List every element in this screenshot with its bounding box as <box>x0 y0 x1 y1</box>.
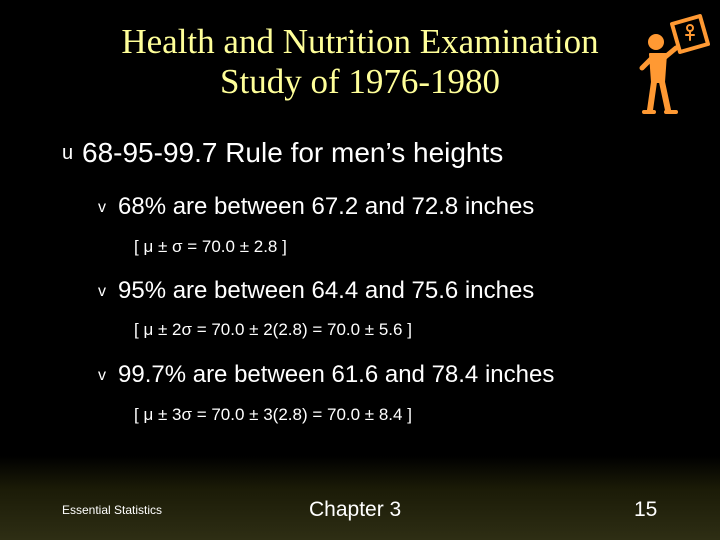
bullet-99-7-percent-text: 99.7% are between 61.6 and 78.4 inches <box>118 361 555 388</box>
footer-chapter: Chapter 3 <box>309 498 402 521</box>
rule-heading: u 68-95-99.7 Rule for men’s heights <box>62 137 503 169</box>
bullet-99-7-percent: v 99.7% are between 61.6 and 78.4 inches <box>98 361 554 389</box>
bullet-95-percent-text: 95% are between 64.4 and 75.6 inches <box>118 277 535 304</box>
bullet-v-icon: v <box>98 283 106 300</box>
slide-title-line-2: Study of 1976-1980 <box>220 62 500 101</box>
rule-heading-text: 68-95-99.7 Rule for men’s heights <box>82 137 504 168</box>
bullet-u-icon: u <box>62 142 74 164</box>
footer-bar <box>0 456 720 540</box>
formula-95-percent: [ μ ± 2σ = 70.0 ± 2(2.8) = 70.0 ± 5.6 ] <box>134 320 412 339</box>
bullet-68-percent: v 68% are between 67.2 and 72.8 inches <box>98 193 534 221</box>
bullet-95-percent: v 95% are between 64.4 and 75.6 inches <box>98 277 534 305</box>
slide-title: Health and Nutrition Examination Study o… <box>60 22 660 102</box>
formula-99-7-percent: [ μ ± 3σ = 70.0 ± 3(2.8) = 70.0 ± 8.4 ] <box>134 405 412 424</box>
slide-title-line-1: Health and Nutrition Examination <box>121 22 599 61</box>
formula-68-percent: [ μ ± σ = 70.0 ± 2.8 ] <box>134 237 287 256</box>
person-holding-sign-icon <box>639 14 710 114</box>
page-number: 15 <box>634 498 658 521</box>
bullet-68-percent-text: 68% are between 67.2 and 72.8 inches <box>118 193 535 220</box>
footer-course-name: Essential Statistics <box>62 503 163 517</box>
bullet-v-icon: v <box>98 367 106 384</box>
bullet-v-icon: v <box>98 199 106 216</box>
